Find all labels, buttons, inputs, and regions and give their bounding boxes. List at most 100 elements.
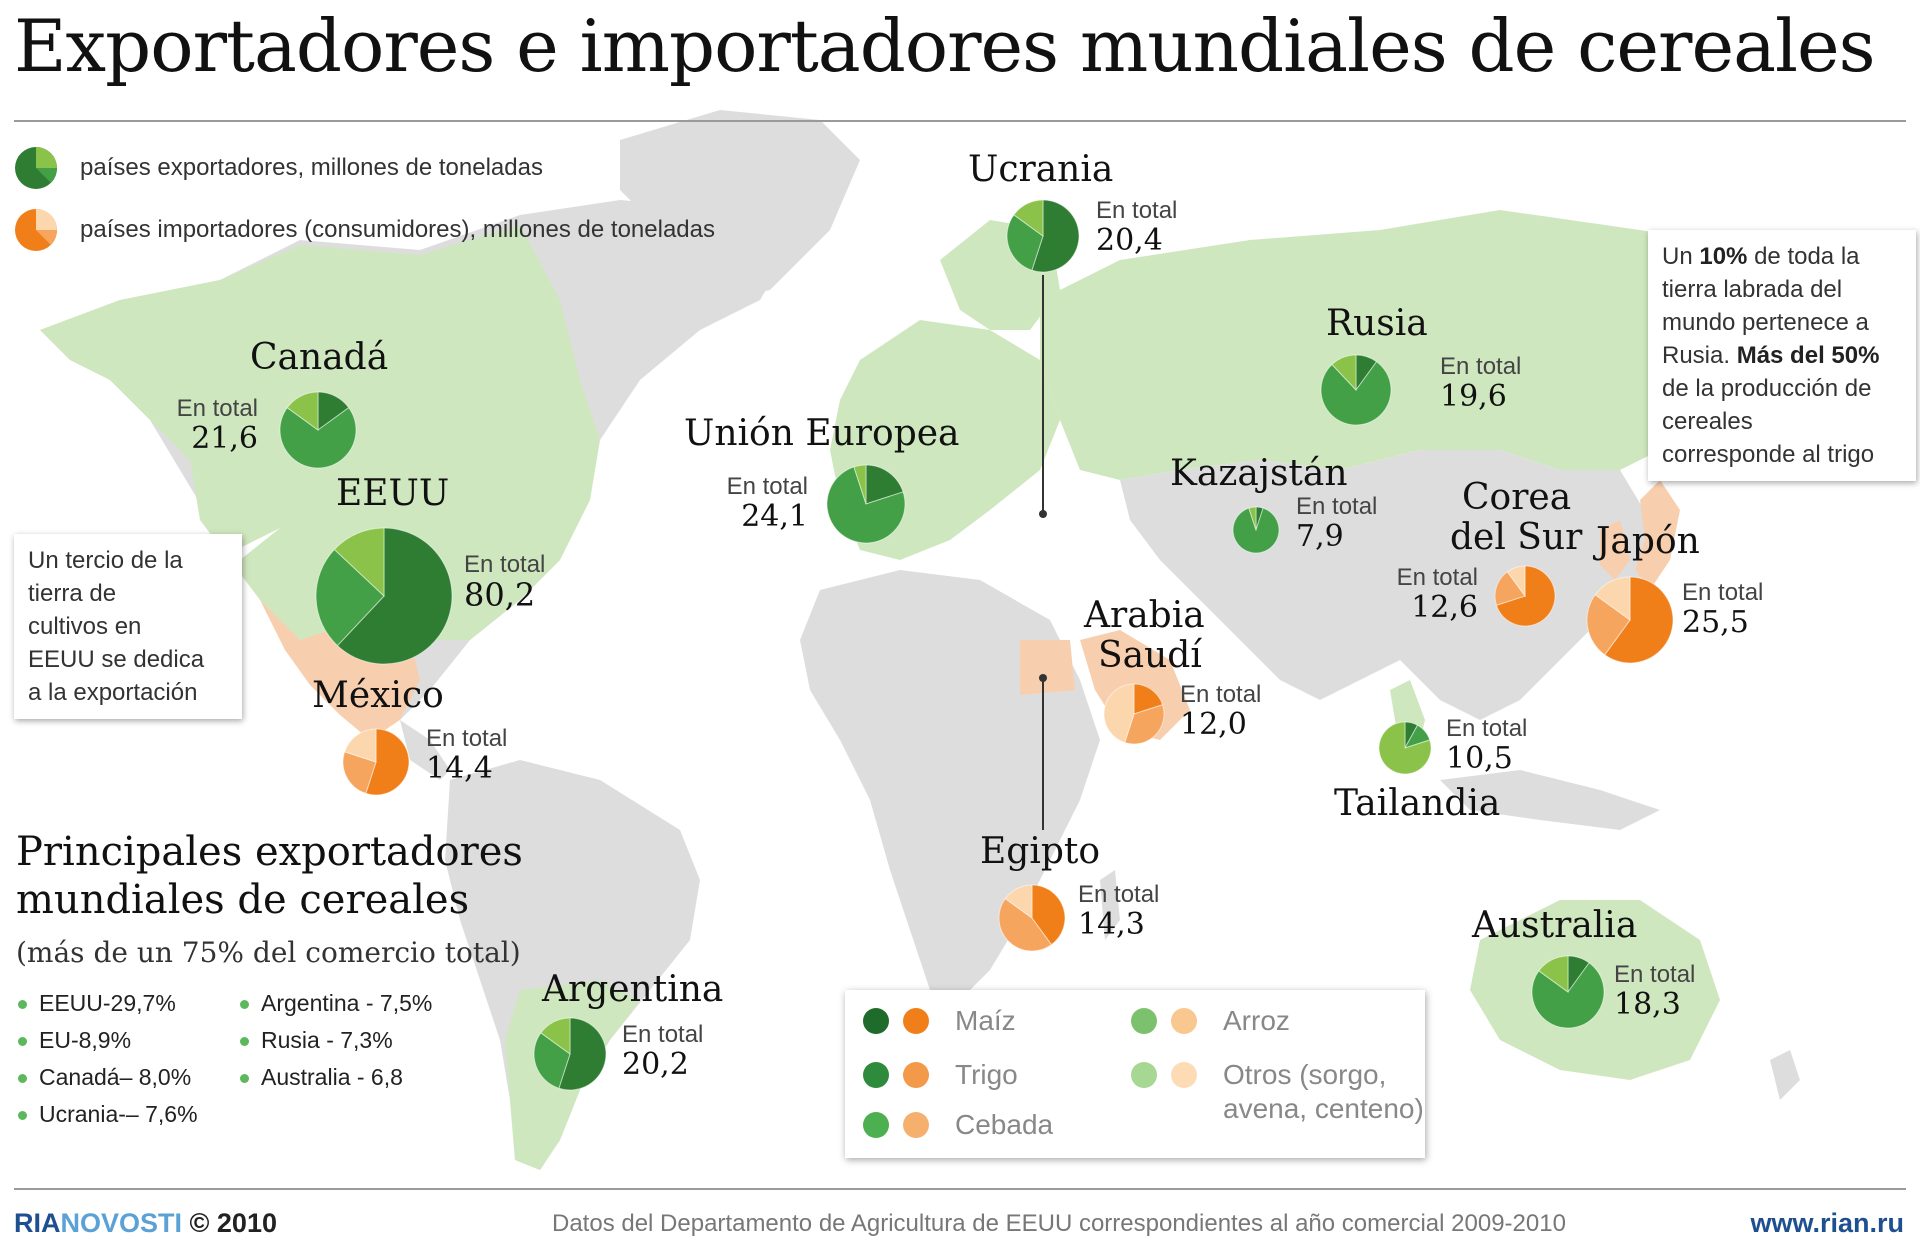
- country-arabia-line1: Arabia: [1084, 595, 1205, 636]
- pie-egipto-slice-2: [1004, 884, 1033, 919]
- pie-japon-slice-2: [1594, 576, 1631, 621]
- pie-arabia: [1103, 683, 1165, 745]
- callout-eeuu-line4: EEUU se dedica: [28, 646, 205, 673]
- callout-rusia-line6: cereales: [1662, 408, 1753, 435]
- pie-argentina: [533, 1017, 607, 1091]
- pie-kazajstan: [1232, 506, 1280, 554]
- footer-url[interactable]: www.rian.ru: [1750, 1208, 1904, 1238]
- pie-rusia: [1320, 354, 1392, 426]
- egypt-land: [1020, 640, 1075, 695]
- country-egipto: Egipto: [980, 831, 1101, 872]
- exporter-item-australia: Australia - 6,8: [240, 1064, 403, 1091]
- pie-canada: [279, 391, 357, 469]
- country-canada: Canadá: [250, 337, 389, 378]
- korea-land: [1600, 520, 1630, 580]
- pie-mexico-slice-0: [365, 728, 410, 796]
- country-ucrania: Ucrania: [968, 149, 1114, 190]
- country-tailandia: Tailandia: [1334, 783, 1501, 824]
- pie-eeuu-slice-1: [315, 548, 385, 647]
- brand-logo: RIANOVOSTI © 2010: [14, 1208, 277, 1238]
- pie-egipto-slice-0: [1031, 884, 1066, 946]
- japan-land: [1635, 480, 1680, 590]
- exporter-item-argentina: Argentina - 7,5%: [240, 990, 432, 1017]
- total-ucrania: En total 20,4: [1096, 197, 1178, 258]
- callout-rusia-line5: de la producción de: [1662, 375, 1872, 402]
- crop-arroz: Arroz: [1131, 1004, 1290, 1038]
- pie-ue-slice-2: [853, 464, 867, 505]
- country-australia: Australia: [1472, 905, 1638, 946]
- new-zealand-land: [1770, 1050, 1800, 1100]
- greenland-land: [620, 110, 860, 300]
- total-japon: En total 25,5: [1682, 579, 1764, 640]
- pie-corea: [1494, 565, 1556, 627]
- pie-japon-slice-1: [1586, 594, 1631, 656]
- legend-importers-label: países importadores (consumidores), mill…: [80, 216, 715, 243]
- callout-rusia-line4: Rusia. Más del 50%: [1662, 342, 1880, 369]
- callout-rusia-line3: mundo pertenece a: [1662, 309, 1869, 336]
- callout-rusia-line7: corresponde al trigo: [1662, 441, 1875, 468]
- maiz-export-dot: [863, 1008, 889, 1034]
- pie-japon: [1586, 576, 1674, 664]
- exporters-panel-title: Principales exportadores mundiales de ce…: [16, 829, 523, 923]
- trigo-export-dot: [863, 1062, 889, 1088]
- arroz-export-dot: [1131, 1008, 1157, 1034]
- pie-australia-slice-2: [1538, 955, 1569, 993]
- country-japon: Japón: [1596, 521, 1700, 562]
- total-canada: En total 21,6: [176, 395, 258, 456]
- central-america-land: [400, 720, 450, 780]
- total-eeuu: En total 80,2: [464, 551, 546, 614]
- otros-export-dot: [1131, 1062, 1157, 1088]
- pie-rusia-slice-1: [1320, 360, 1392, 426]
- pie-australia: [1531, 955, 1605, 1029]
- callout-eeuu-line2: tierra de: [28, 580, 117, 607]
- legend-exporters: países exportadores, millones de tonelad…: [14, 146, 543, 190]
- crop-trigo: Trigo: [863, 1058, 1018, 1092]
- total-argentina: En total 20,2: [622, 1021, 704, 1082]
- pie-argentina-slice-1: [533, 1032, 571, 1089]
- country-rusia: Rusia: [1326, 303, 1428, 344]
- importer-pie-icon: [15, 209, 58, 251]
- crop-maiz: Maíz: [863, 1004, 1016, 1038]
- callout-rusia-line1: Un 10% de toda la: [1662, 243, 1860, 270]
- arroz-import-dot: [1171, 1008, 1197, 1034]
- pie-eeuu-slice-2: [333, 527, 385, 598]
- pie-corea-slice-1: [1494, 571, 1526, 606]
- exporter-item-eeuu: EEUU-29,7%: [18, 990, 176, 1017]
- callout-rusia-line2: tierra labrada del: [1662, 276, 1843, 303]
- trigo-import-dot: [903, 1062, 929, 1088]
- pie-canada-slice-2: [286, 391, 319, 431]
- pie-canada-slice-1: [279, 406, 357, 469]
- pie-mexico-slice-1: [342, 751, 377, 795]
- cebada-export-dot: [863, 1112, 889, 1138]
- cebada-import-dot: [903, 1112, 929, 1138]
- pie-ucrania-slice-2: [1013, 199, 1044, 237]
- madagascar-land: [1100, 870, 1120, 940]
- pie-rusia-slice-2: [1331, 354, 1357, 392]
- crop-cebada: Cebada: [863, 1108, 1053, 1142]
- crop-otros: Otros (sorgo, avena, centeno): [1131, 1058, 1424, 1126]
- pie-eeuu-slice-0: [336, 527, 453, 665]
- pie-corea-slice-0: [1495, 565, 1556, 627]
- country-argentina: Argentina: [542, 969, 724, 1010]
- pie-corea-slice-2: [1506, 565, 1526, 598]
- egipto-connector-dot: [1039, 674, 1047, 682]
- country-corea-line1: Corea: [1462, 477, 1572, 518]
- page-title: Exportadores e importadores mundiales de…: [14, 4, 1876, 88]
- total-corea: En total 12,6: [1396, 564, 1478, 625]
- country-eeuu: EEUU: [336, 473, 450, 514]
- total-rusia: En total 19,6: [1440, 353, 1522, 414]
- pie-tailandia-slice-2: [1378, 721, 1432, 775]
- pie-egipto-slice-1: [998, 897, 1053, 952]
- country-corea-line2: del Sur: [1450, 517, 1583, 558]
- total-australia: En total 18,3: [1614, 961, 1696, 1022]
- pie-tailandia: [1378, 721, 1432, 775]
- pie-egipto: [998, 884, 1066, 952]
- exporter-item-eu: EU-8,9%: [18, 1027, 131, 1054]
- total-kazajstan: En total 7,9: [1296, 493, 1378, 554]
- callout-eeuu-line5: a la exportación: [28, 679, 198, 706]
- title-divider: [14, 120, 1906, 122]
- pie-arabia-slice-2: [1103, 683, 1135, 744]
- pie-ue-slice-0: [865, 464, 904, 505]
- pie-kazajstan-slice-1: [1232, 507, 1280, 554]
- total-mexico: En total 14,4: [426, 725, 508, 786]
